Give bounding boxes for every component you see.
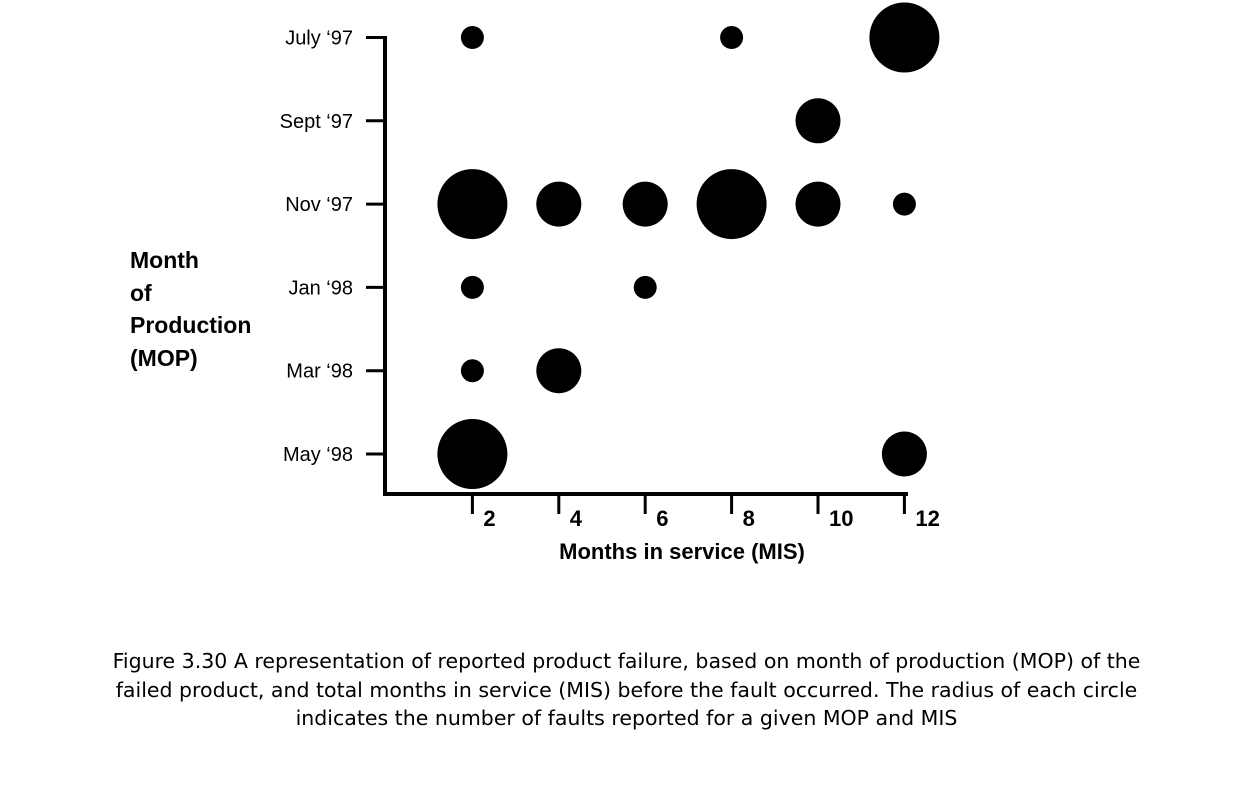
x-tick-label: 10	[829, 506, 853, 531]
data-bubble	[536, 181, 582, 227]
data-bubble	[881, 431, 927, 477]
caption-line: Figure 3.30 A representation of reported…	[112, 649, 1141, 673]
data-bubble	[460, 275, 484, 299]
y-axis-title-line: Month	[130, 247, 199, 273]
x-tick-label: 6	[656, 506, 668, 531]
x-axis-title: Months in service (MIS)	[559, 539, 805, 564]
y-axis-title-line: (MOP)	[130, 344, 198, 371]
y-axis-title-line: of	[130, 279, 152, 306]
x-tick-label: 12	[915, 506, 939, 531]
y-tick-label: Nov ‘97	[285, 194, 353, 216]
x-tick-label: 2	[483, 506, 495, 531]
y-tick-label: July ‘97	[285, 28, 353, 50]
data-bubble	[460, 359, 484, 383]
data-bubble	[795, 98, 841, 144]
y-tick-label: Sept ‘97	[280, 111, 353, 133]
data-bubble	[869, 2, 940, 73]
data-bubble	[622, 181, 668, 227]
y-axis-title: Month of Production (MOP)	[130, 244, 251, 374]
data-bubble	[437, 169, 508, 240]
x-tick-label: 4	[570, 506, 583, 531]
y-tick-label: May ‘98	[283, 444, 353, 466]
data-bubble	[536, 348, 582, 394]
data-bubble	[892, 192, 916, 216]
bubble-chart: Months in service (MIS) July ‘97 Sept ‘97…	[280, 2, 940, 564]
figure-caption: Figure 3.30 A representation of reported…	[0, 647, 1253, 733]
data-bubble	[795, 181, 841, 227]
caption-line: failed product, and total months in serv…	[115, 677, 1138, 702]
y-axis-title-line: Production	[130, 312, 252, 338]
data-bubble	[437, 419, 508, 489]
y-tick-label: Mar ‘98	[286, 361, 353, 383]
data-bubble	[633, 275, 657, 299]
data-bubble	[720, 26, 744, 49]
x-tick-label: 8	[743, 506, 755, 531]
y-tick-label: Jan ‘98	[289, 277, 354, 299]
caption-line: indicates the number of faults reported …	[295, 706, 958, 730]
data-bubble	[696, 169, 767, 240]
data-bubble	[460, 26, 484, 49]
